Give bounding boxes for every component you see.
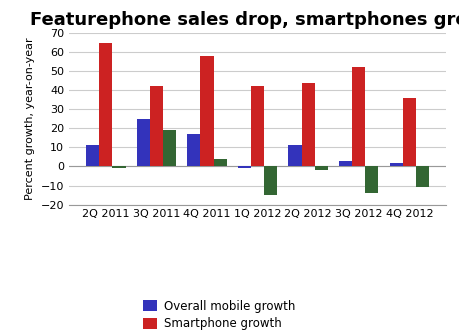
Bar <box>200 56 213 166</box>
Bar <box>237 166 251 168</box>
Y-axis label: Percent growth, year-on-year: Percent growth, year-on-year <box>25 38 35 200</box>
Bar <box>112 166 125 168</box>
Bar <box>314 166 327 170</box>
Bar <box>352 67 364 166</box>
Bar <box>389 163 402 166</box>
Bar <box>288 146 301 166</box>
Title: Featurephone sales drop, smartphones grow: Featurephone sales drop, smartphones gro… <box>30 11 459 29</box>
Bar <box>364 166 378 193</box>
Bar <box>263 166 277 195</box>
Bar <box>162 130 176 166</box>
Bar <box>150 86 162 166</box>
Bar <box>213 159 226 166</box>
Bar <box>415 166 428 187</box>
Bar <box>402 98 415 166</box>
Bar <box>301 82 314 166</box>
Bar <box>86 146 99 166</box>
Bar <box>251 86 263 166</box>
Legend: Overall mobile growth, Smartphone growth, Featurephone growth: Overall mobile growth, Smartphone growth… <box>142 300 295 330</box>
Bar <box>136 119 150 166</box>
Bar <box>99 43 112 166</box>
Bar <box>187 134 200 166</box>
Bar <box>338 161 352 166</box>
